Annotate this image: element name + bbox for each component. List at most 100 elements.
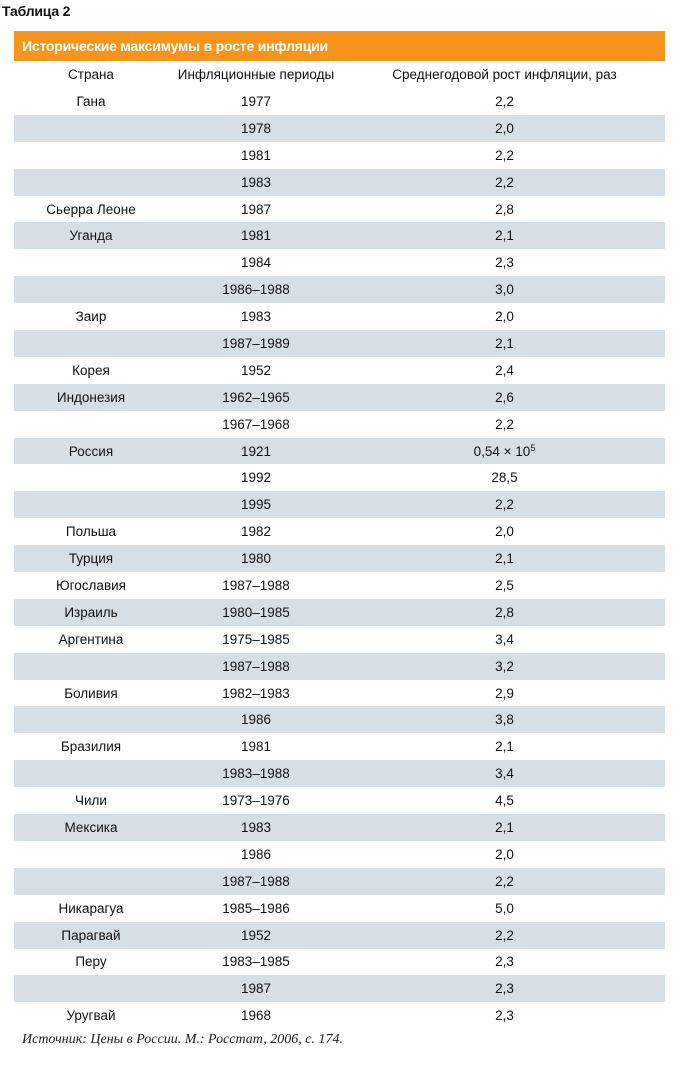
- cell-growth: 2,1: [344, 820, 665, 835]
- cell-growth: 2,0: [344, 847, 665, 862]
- cell-growth-value: 2,2: [495, 873, 514, 889]
- cell-period: 1987–1988: [222, 658, 290, 674]
- cell-country: Никарагуа: [58, 900, 124, 916]
- cell-country: Чили: [75, 793, 107, 809]
- table-row: Мексика 1983 2,1: [14, 814, 665, 841]
- cell-period: 1981: [240, 739, 272, 755]
- cell-period: 1992: [240, 470, 272, 486]
- cell-growth: 2,4: [344, 363, 665, 378]
- table-row: Сьерра Леоне 1987 2,8: [14, 196, 665, 223]
- cell-period: 1987–1988: [222, 873, 290, 889]
- cell-period: 1975–1985: [222, 631, 290, 647]
- cell-growth-exponent: 5: [530, 443, 536, 454]
- table-row: Бразилия 1981 2,1: [14, 733, 665, 760]
- cell-growth-value: 2,0: [495, 309, 514, 325]
- cell-country: Югославия: [56, 577, 126, 593]
- cell-growth: 5,0: [344, 901, 665, 916]
- cell-growth: 3,4: [344, 632, 665, 647]
- cell-country: Турция: [68, 551, 114, 567]
- cell-growth: 2,1: [344, 739, 665, 754]
- cell-period: 1986: [240, 712, 272, 728]
- cell-period: 1987–1989: [222, 335, 290, 351]
- cell-country: Парагвай: [61, 927, 121, 943]
- cell-growth-value: 0,54 × 10: [473, 444, 531, 460]
- cell-growth-value: 3,8: [495, 712, 514, 728]
- cell-growth-value: 2,3: [495, 1008, 514, 1024]
- cell-country: Боливия: [64, 685, 118, 701]
- table-header-row: Страна Инфляционные периоды Среднегодово…: [14, 61, 665, 88]
- cell-period: 1983–1988: [222, 766, 290, 782]
- cell-period: 1987: [240, 201, 272, 217]
- table-row: 1987–1988 2,2: [14, 867, 665, 895]
- cell-growth-value: 2,2: [495, 147, 514, 163]
- cell-country: Аргентина: [58, 631, 124, 647]
- cell-period: 1981: [240, 147, 272, 163]
- cell-period: 1987: [240, 981, 272, 997]
- cell-growth: 2,9: [344, 686, 665, 701]
- table-row: Россия 1921 0,54 × 105: [14, 437, 665, 465]
- table-title: Исторические максимумы в росте инфляции: [14, 31, 665, 61]
- cell-growth: 2,3: [344, 954, 665, 969]
- cell-country: Мексика: [64, 819, 118, 835]
- table-row: Польша 1982 2,0: [14, 518, 665, 545]
- cell-country: Корея: [72, 362, 110, 378]
- table-row: 1987–1989 2,1: [14, 330, 665, 357]
- cell-country: Сьерра Леоне: [46, 201, 136, 217]
- cell-growth: 2,2: [344, 148, 665, 163]
- cell-growth: 3,4: [344, 766, 665, 781]
- header-period: Инфляционные периоды: [177, 67, 335, 82]
- cell-period: 1986: [240, 846, 272, 862]
- cell-growth-value: 28,5: [491, 470, 518, 486]
- cell-growth-value: 5,0: [495, 900, 514, 916]
- cell-period: 1985–1986: [222, 900, 290, 916]
- cell-growth: 3,2: [344, 659, 665, 674]
- cell-growth: 2,6: [344, 390, 665, 405]
- cell-growth: 2,2: [344, 94, 665, 109]
- cell-country: Израиль: [64, 604, 118, 620]
- cell-country: Уругвай: [66, 1008, 116, 1024]
- cell-period: 1984: [240, 255, 272, 271]
- cell-period: 1978: [240, 120, 272, 136]
- cell-growth: 2,1: [344, 551, 665, 566]
- table-row: Боливия 1982–1983 2,9: [14, 680, 665, 707]
- cell-growth-value: 2,0: [495, 524, 514, 540]
- table-row: Чили 1973–1976 4,5: [14, 787, 665, 814]
- table-row: Никарагуа 1985–1986 5,0: [14, 895, 665, 922]
- cell-growth: 2,8: [344, 202, 665, 217]
- cell-growth: 4,5: [344, 793, 665, 808]
- cell-period: 1973–1976: [222, 793, 290, 809]
- cell-growth-value: 2,4: [495, 362, 514, 378]
- table-row: Уругвай 1968 2,3: [14, 1002, 665, 1029]
- cell-period: 1986–1988: [222, 282, 290, 298]
- cell-growth-value: 3,4: [495, 631, 514, 647]
- cell-growth-value: 2,2: [495, 927, 514, 943]
- table-body: Гана 1977 2,2 1978 2,0 1981 2,2 1983 2,2 Сьерра Л…: [14, 88, 665, 1029]
- cell-growth-value: 3,2: [495, 658, 514, 674]
- cell-period: 1980: [240, 551, 272, 567]
- cell-growth-value: 2,1: [495, 335, 514, 351]
- table-row: 1986 2,0: [14, 841, 665, 868]
- cell-country: Польша: [65, 524, 117, 540]
- cell-growth: 2,2: [344, 928, 665, 943]
- table-row: 1992 28,5: [14, 464, 665, 491]
- cell-period: 1967–1968: [222, 416, 290, 432]
- cell-growth: 28,5: [344, 470, 665, 485]
- cell-growth-value: 2,2: [495, 497, 514, 513]
- table-row: Гана 1977 2,2: [14, 88, 665, 115]
- cell-country: Перу: [75, 954, 107, 970]
- cell-growth-value: 2,2: [495, 174, 514, 190]
- table-row: 1986–1988 3,0: [14, 276, 665, 304]
- cell-growth-value: 2,3: [495, 954, 514, 970]
- cell-growth-value: 3,4: [495, 766, 514, 782]
- cell-growth: 2,3: [344, 1008, 665, 1023]
- cell-growth: 2,1: [344, 228, 665, 243]
- cell-period: 1952: [240, 927, 272, 943]
- cell-country: Россия: [68, 443, 114, 459]
- cell-growth: 3,8: [344, 712, 665, 727]
- cell-growth-value: 2,2: [495, 416, 514, 432]
- table-row: 1986 3,8: [14, 706, 665, 734]
- cell-growth-value: 2,1: [495, 551, 514, 567]
- cell-growth: 3,0: [344, 282, 665, 297]
- table-row: 1983–1988 3,4: [14, 760, 665, 788]
- table-row: 1983 2,2: [14, 168, 665, 196]
